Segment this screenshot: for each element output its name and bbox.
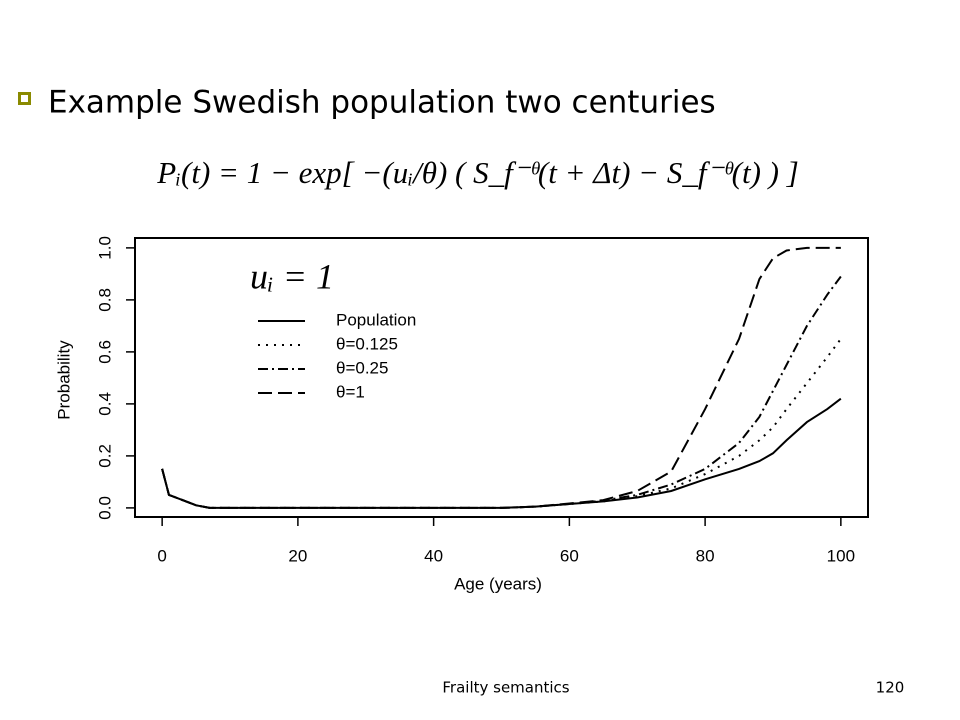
bullet-text: Example Swedish population two centuries: [48, 85, 716, 121]
formula: Pᵢ(t) = 1 − exp[ −(uᵢ/θ) ( S_f⁻ᶿ(t + Δt)…: [156, 155, 799, 190]
y-tick-label: 0.2: [95, 444, 114, 468]
footer: Frailty semantics: [442, 679, 569, 697]
line: [161, 397, 842, 509]
x-tick-label: 100: [827, 546, 855, 565]
line: [161, 246, 841, 509]
legend-label: θ=0.25: [336, 358, 388, 377]
x-tick-label: 40: [424, 546, 443, 565]
y-tick-label: 0.0: [95, 496, 114, 520]
page-number: 120: [876, 679, 905, 697]
bullet-icon-inner: [21, 95, 28, 102]
legend-label: Population: [336, 310, 416, 329]
y-axis-label: Probability: [54, 340, 73, 420]
y-tick-label: 1.0: [95, 236, 114, 260]
y-tick-label: 0.6: [95, 340, 114, 364]
x-tick-label: 80: [696, 546, 715, 565]
annotation: uᵢ = 1: [250, 256, 334, 296]
x-axis-label: Age (years): [454, 574, 542, 593]
legend-label: θ=1: [336, 382, 365, 401]
legend-label: θ=0.125: [336, 334, 398, 353]
y-tick-label: 0.8: [95, 288, 114, 312]
x-tick-label: 60: [560, 546, 579, 565]
x-tick-label: 0: [157, 546, 166, 565]
x-tick-label: 20: [288, 546, 307, 565]
line: [161, 338, 842, 509]
y-tick-label: 0.4: [95, 392, 114, 416]
plot-frame: [134, 237, 869, 518]
